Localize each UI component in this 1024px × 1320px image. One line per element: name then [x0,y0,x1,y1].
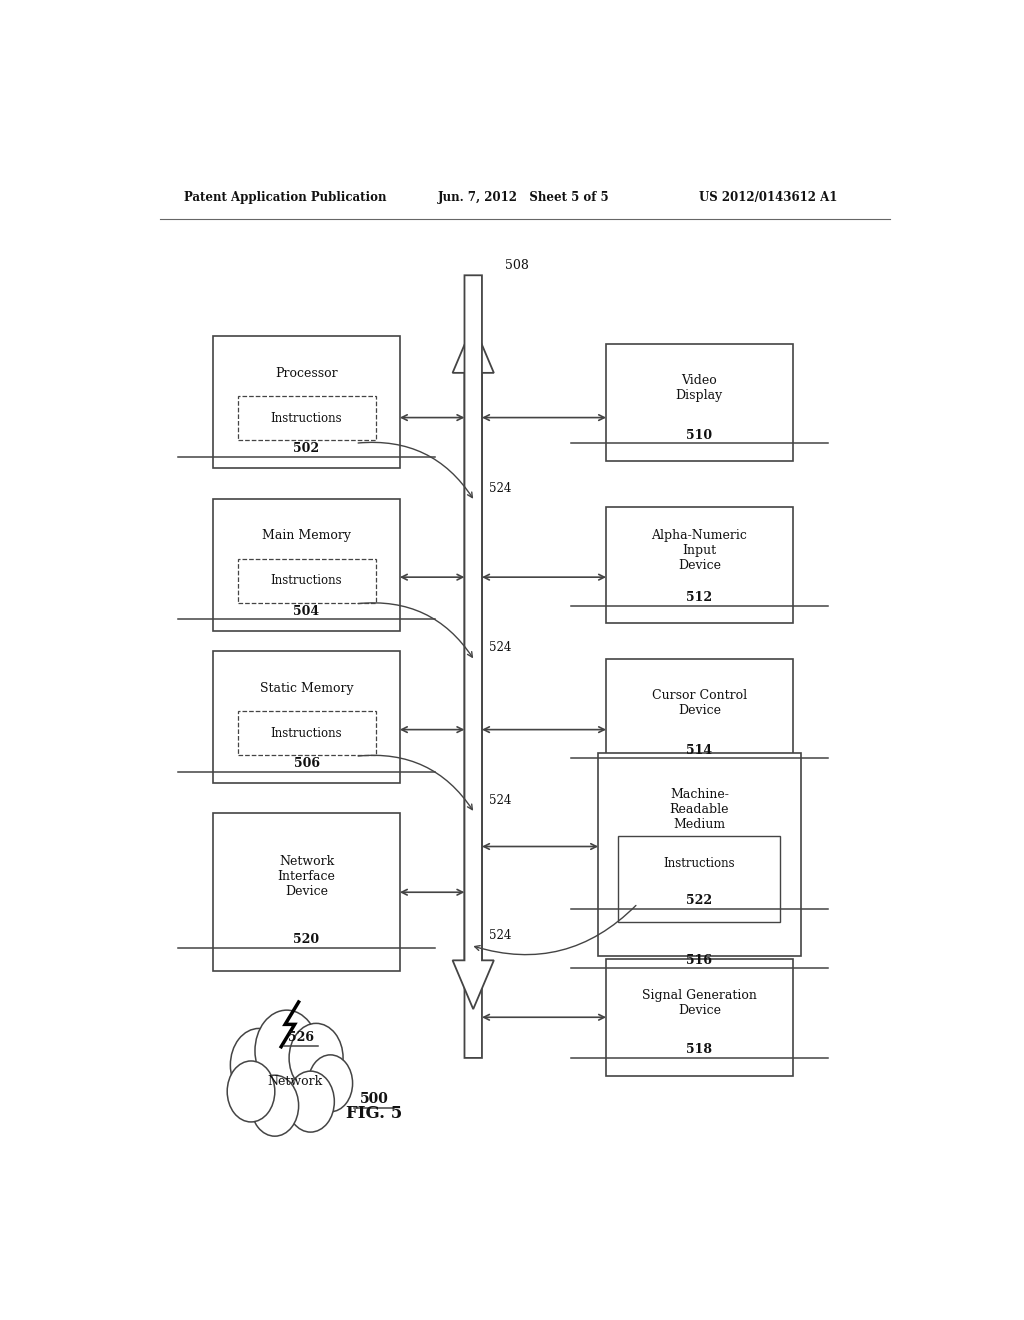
Bar [213,813,399,972]
Bar [606,507,793,623]
Text: 508: 508 [505,259,528,272]
Text: 520: 520 [294,933,319,946]
Text: 522: 522 [686,894,713,907]
Bar [213,499,399,631]
Text: Video
Display: Video Display [676,375,723,403]
Text: 500: 500 [359,1092,388,1106]
Text: 512: 512 [686,591,713,605]
Text: Cursor Control
Device: Cursor Control Device [652,689,746,717]
FancyArrow shape [453,276,494,1008]
Bar [618,837,780,921]
Text: Main Memory: Main Memory [262,529,351,543]
Text: FIG. 5: FIG. 5 [346,1105,402,1122]
Bar [598,752,801,956]
Text: Instructions: Instructions [270,412,342,425]
Text: 502: 502 [294,442,319,455]
Bar [213,651,399,784]
Text: 524: 524 [489,642,511,655]
Text: US 2012/0143612 A1: US 2012/0143612 A1 [699,191,838,205]
Text: Patent Application Publication: Patent Application Publication [183,191,386,205]
Text: Jun. 7, 2012   Sheet 5 of 5: Jun. 7, 2012 Sheet 5 of 5 [437,191,609,205]
Text: Machine-
Readable
Medium: Machine- Readable Medium [670,788,729,832]
Circle shape [251,1076,299,1137]
Circle shape [289,1023,343,1093]
Text: 504: 504 [294,605,319,618]
Text: Instructions: Instructions [270,727,342,739]
Circle shape [227,1061,274,1122]
Circle shape [287,1071,334,1133]
Text: Static Memory: Static Memory [260,682,353,694]
Circle shape [230,1028,288,1102]
Circle shape [255,1010,318,1092]
Text: Signal Generation
Device: Signal Generation Device [642,989,757,1018]
Text: Instructions: Instructions [664,857,735,870]
Text: Network: Network [267,1074,323,1088]
Bar [606,345,793,461]
Text: 506: 506 [294,758,319,770]
Text: Network
Interface
Device: Network Interface Device [278,855,336,898]
Text: 526: 526 [288,1031,314,1044]
Bar [238,711,376,755]
Text: 510: 510 [686,429,713,442]
Text: Processor: Processor [275,367,338,380]
Text: 524: 524 [489,482,511,495]
Text: 524: 524 [489,929,511,942]
Text: 516: 516 [686,954,713,966]
Text: 524: 524 [489,793,511,807]
Bar [238,396,376,440]
Text: Instructions: Instructions [270,574,342,587]
Text: 514: 514 [686,743,713,756]
Text: 518: 518 [686,1044,713,1056]
Text: Alpha-Numeric
Input
Device: Alpha-Numeric Input Device [651,529,748,573]
FancyArrow shape [453,325,494,1057]
Bar [606,659,793,776]
Circle shape [308,1055,352,1111]
Bar [606,958,793,1076]
Bar [238,558,376,603]
Bar [213,337,399,469]
